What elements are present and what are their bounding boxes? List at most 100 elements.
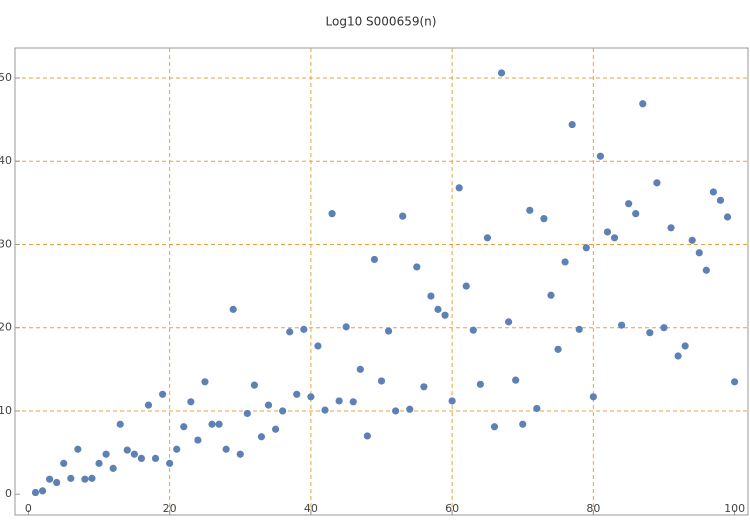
- point: [469, 326, 477, 334]
- point: [328, 210, 336, 218]
- point: [102, 450, 110, 458]
- point: [617, 321, 626, 329]
- y-tick-label: 30: [0, 237, 12, 250]
- point: [716, 196, 725, 204]
- point: [144, 401, 153, 409]
- point: [533, 404, 541, 413]
- point: [674, 352, 682, 360]
- point: [264, 401, 273, 409]
- point: [667, 224, 675, 232]
- point: [512, 376, 520, 384]
- point: [166, 459, 174, 467]
- point: [413, 263, 421, 271]
- point: [53, 478, 61, 487]
- point: [589, 393, 597, 401]
- point: [392, 407, 400, 415]
- point: [194, 436, 202, 444]
- point: [497, 69, 506, 77]
- point: [603, 228, 612, 236]
- point: [526, 206, 534, 214]
- y-tick-label: 0: [5, 487, 12, 500]
- point: [363, 432, 371, 440]
- x-tick-label: 80: [586, 502, 600, 515]
- point: [554, 345, 562, 353]
- point: [74, 445, 82, 453]
- plot-frame: [14, 47, 749, 516]
- point: [279, 407, 287, 415]
- point: [180, 423, 188, 431]
- point: [406, 405, 414, 413]
- point: [384, 327, 393, 335]
- chart-title: Log10 S000659(n): [326, 15, 437, 29]
- point: [109, 464, 117, 472]
- point: [505, 318, 513, 326]
- point: [88, 474, 96, 482]
- point: [709, 188, 717, 196]
- point: [596, 152, 605, 160]
- x-tick-label: 0: [25, 502, 32, 515]
- point: [660, 324, 668, 332]
- point: [646, 329, 654, 337]
- point: [695, 249, 703, 257]
- point: [158, 390, 167, 398]
- point: [236, 450, 244, 458]
- point: [370, 255, 379, 264]
- point: [632, 210, 640, 218]
- point: [123, 446, 131, 454]
- point: [441, 311, 449, 319]
- point: [342, 323, 350, 331]
- point: [639, 100, 647, 108]
- point: [730, 378, 739, 386]
- point: [201, 378, 209, 386]
- point: [215, 420, 223, 428]
- point: [688, 236, 696, 244]
- point: [250, 381, 258, 389]
- y-tick-label: 20: [0, 321, 12, 334]
- point: [116, 420, 124, 428]
- point: [307, 393, 315, 401]
- point: [377, 377, 386, 385]
- point: [540, 215, 548, 223]
- point: [243, 409, 251, 418]
- point: [561, 258, 569, 266]
- point: [476, 380, 484, 388]
- point: [702, 266, 710, 274]
- x-tick-label: 20: [163, 502, 177, 515]
- point: [610, 234, 619, 242]
- point: [547, 291, 555, 299]
- point: [519, 420, 527, 428]
- point: [229, 305, 237, 313]
- point: [208, 420, 216, 428]
- point: [293, 390, 301, 398]
- point: [31, 488, 40, 497]
- point: [286, 328, 294, 336]
- point: [130, 450, 138, 458]
- point: [222, 445, 230, 453]
- point: [335, 397, 343, 405]
- point: [625, 200, 633, 208]
- point: [314, 342, 322, 350]
- point: [95, 459, 103, 467]
- point: [483, 234, 492, 242]
- point: [420, 383, 428, 391]
- point: [321, 406, 329, 414]
- point: [173, 445, 181, 453]
- point: [67, 474, 75, 482]
- x-tick-label: 60: [445, 502, 459, 515]
- point: [434, 305, 442, 313]
- point: [462, 282, 470, 290]
- point: [46, 475, 54, 483]
- point: [723, 213, 732, 221]
- point: [681, 342, 689, 350]
- point: [455, 184, 463, 192]
- point: [427, 292, 435, 300]
- point: [490, 423, 499, 431]
- point: [257, 433, 266, 441]
- x-tick-label: 40: [304, 502, 318, 515]
- point: [568, 120, 576, 129]
- y-tick-label: 10: [0, 404, 12, 417]
- y-tick-label: 40: [0, 154, 12, 167]
- point: [271, 425, 280, 433]
- point: [137, 454, 146, 462]
